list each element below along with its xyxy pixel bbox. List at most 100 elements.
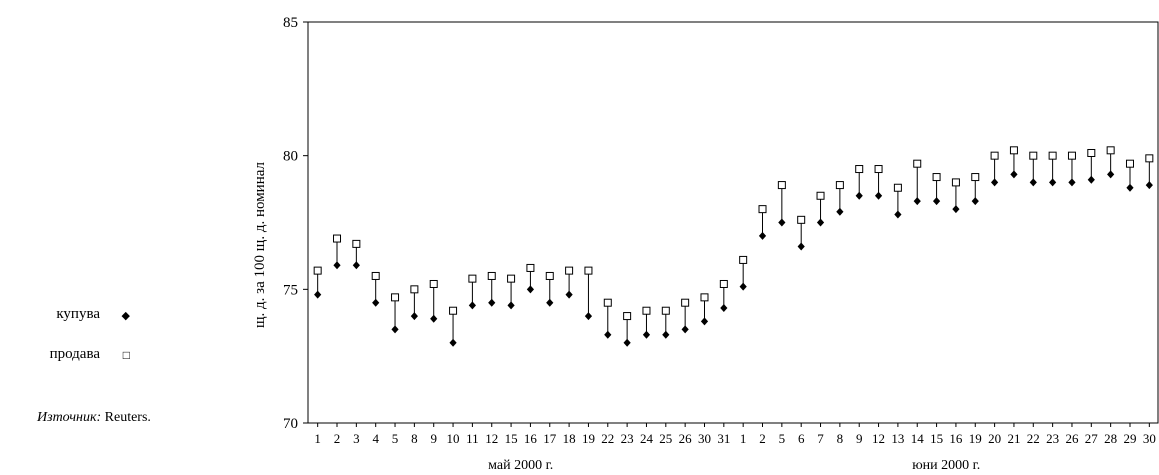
buy-point: [507, 301, 515, 310]
sell-point: [835, 181, 844, 190]
sell-point: [739, 255, 748, 264]
source-text: Reuters.: [101, 410, 151, 425]
x-tick-label: 25: [659, 431, 672, 446]
x-tick-label: 17: [543, 431, 557, 446]
x-tick-label: 16: [524, 431, 538, 446]
buy-point: [952, 205, 960, 214]
x-tick-label: 19: [582, 431, 595, 446]
x-tick-label: 30: [1143, 431, 1156, 446]
sell-point: [816, 191, 825, 200]
buy-point: [1145, 181, 1153, 190]
buy-point: [604, 330, 612, 339]
sell-point: [681, 298, 690, 307]
buy-point: [778, 218, 786, 227]
buy-point: [468, 301, 476, 310]
x-tick-label: 8: [837, 431, 844, 446]
x-tick-label: 15: [505, 431, 518, 446]
sell-point: [661, 306, 670, 315]
sell-point: [777, 181, 786, 190]
buy-point: [1126, 183, 1134, 192]
x-tick-label: 6: [798, 431, 805, 446]
sell-point: [1048, 151, 1057, 160]
sell-point: [971, 173, 980, 182]
sell-point: [565, 266, 574, 275]
sell-point: [487, 271, 496, 280]
x-tick-label: 7: [817, 431, 824, 446]
x-tick-label: 19: [969, 431, 982, 446]
y-tick-label: 75: [283, 282, 298, 298]
buy-point: [874, 191, 883, 200]
x-tick-label: 5: [779, 431, 786, 446]
plot-frame: [307, 21, 1159, 424]
sell-point: [1106, 146, 1115, 155]
buy-point: [1087, 175, 1095, 184]
buy-point: [894, 210, 902, 219]
y-tick-label: 80: [283, 149, 298, 165]
x-tick-label: 29: [1123, 431, 1136, 446]
source-lead: Източник:: [37, 410, 102, 425]
buy-point: [546, 298, 554, 307]
sell-point: [700, 293, 709, 302]
x-tick-label: 31: [717, 431, 730, 446]
buy-point: [430, 314, 438, 323]
buy-point: [1068, 178, 1076, 187]
x-tick-label: 24: [640, 431, 654, 446]
buy-point: [913, 197, 921, 206]
x-tick-label: 16: [949, 431, 963, 446]
buy-point: [488, 298, 496, 307]
sell-point: [410, 285, 419, 294]
sell-point: [719, 279, 728, 288]
diamond-icon: ◆: [121, 310, 130, 322]
sell-point: [990, 151, 999, 160]
buy-point: [391, 325, 399, 334]
buy-point: [333, 261, 341, 270]
buy-point: [758, 231, 767, 240]
chart-axes: [307, 21, 1159, 424]
x-tick-label: 12: [872, 431, 885, 446]
y-tick-label: 70: [283, 416, 298, 432]
buy-point: [720, 304, 728, 313]
month-label-may: май 2000 г.: [488, 458, 553, 473]
sell-point: [352, 239, 361, 248]
x-tick-label: 3: [353, 431, 360, 446]
source-note: Източник: Reuters.: [37, 410, 151, 426]
buy-point: [1029, 178, 1037, 187]
square-icon: □: [122, 348, 130, 362]
buy-point: [816, 218, 825, 227]
sell-point: [603, 298, 612, 307]
x-tick-label: 8: [411, 431, 418, 446]
sell-point: [526, 263, 535, 272]
x-tick-label: 1: [314, 431, 321, 446]
buy-point: [1107, 170, 1115, 179]
x-tick-label: 26: [1065, 431, 1079, 446]
sell-point: [391, 293, 400, 302]
buy-point: [797, 242, 805, 251]
x-tick-label: 1: [740, 431, 747, 446]
sell-point: [333, 234, 342, 243]
y-axis-label: щ. д. за 100 щ. д. номинал: [252, 161, 268, 328]
x-tick-label: 12: [485, 431, 498, 446]
x-tick-label: 9: [856, 431, 863, 446]
x-tick-label: 13: [891, 431, 904, 446]
sell-point: [1087, 148, 1096, 157]
x-tick-label: 2: [759, 431, 766, 446]
x-tick-label: 27: [1085, 431, 1099, 446]
month-label-june: юни 2000 г.: [912, 458, 980, 473]
buy-point: [1010, 170, 1018, 179]
sell-point: [1125, 159, 1134, 168]
x-tick-label: 9: [430, 431, 437, 446]
buy-point: [971, 197, 979, 206]
sell-point: [893, 183, 902, 192]
buy-point: [700, 317, 709, 326]
sell-point: [449, 306, 458, 315]
sell-point: [313, 266, 322, 275]
sell-point: [371, 271, 380, 280]
legend-label-sell: продава: [49, 346, 100, 362]
x-tick-label: 22: [601, 431, 614, 446]
sell-point: [932, 173, 941, 182]
sell-point: [874, 165, 883, 174]
buy-point: [991, 178, 999, 187]
sell-point: [1145, 154, 1154, 163]
x-tick-label: 11: [466, 431, 479, 446]
